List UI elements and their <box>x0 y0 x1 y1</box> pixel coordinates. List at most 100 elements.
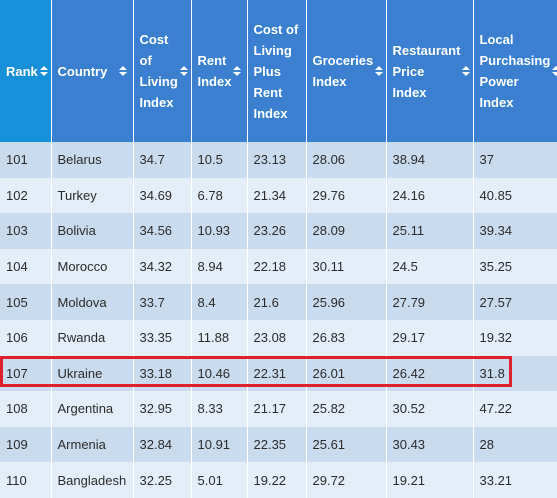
sort-icon[interactable] <box>462 66 471 76</box>
cost-of-living-cell: 34.56 <box>133 213 192 249</box>
column-header-label: Country <box>57 63 108 79</box>
rank-cell: 103 <box>0 213 52 249</box>
sort-icon[interactable] <box>179 66 188 76</box>
table-row: 103 Bolivia 34.56 10.93 23.26 28.09 25.1… <box>0 213 557 249</box>
cost-of-living-cell: 32.25 <box>133 462 192 498</box>
restaurant-cell: 26.42 <box>386 355 474 392</box>
sort-icon[interactable] <box>118 66 127 76</box>
restaurant-cell: 25.11 <box>386 213 474 249</box>
country-cell: Rwanda <box>51 319 134 356</box>
sort-icon[interactable] <box>39 66 48 76</box>
restaurant-cell: 30.52 <box>386 391 474 427</box>
rank-cell: 107 <box>0 355 52 392</box>
country-cell: Morocco <box>51 248 134 285</box>
rent-cell: 10.93 <box>191 213 248 249</box>
column-header-cost-of-living-plus-rent[interactable]: Cost of Living Plus Rent Index <box>247 0 307 142</box>
table-row: 106 Rwanda 33.35 11.88 23.08 26.83 29.17… <box>0 319 557 356</box>
restaurant-cell: 24.5 <box>386 248 474 285</box>
restaurant-cell: 29.17 <box>386 319 474 356</box>
country-cell: Armenia <box>51 426 134 463</box>
restaurant-cell: 38.94 <box>386 142 474 178</box>
column-header-restaurant-price[interactable]: Restaurant Price Index <box>386 0 474 142</box>
rent-cell: 6.78 <box>191 177 248 214</box>
purchasing-power-cell: 33.21 <box>473 462 557 498</box>
country-cell: Belarus <box>51 142 134 178</box>
country-cell: Argentina <box>51 391 134 427</box>
cost-plus-rent-cell: 23.08 <box>247 319 307 356</box>
rent-cell: 10.5 <box>191 142 248 178</box>
cost-of-living-cell: 34.32 <box>133 248 192 285</box>
groceries-cell: 29.76 <box>306 177 387 214</box>
purchasing-power-cell: 39.34 <box>473 213 557 249</box>
table-row: 108 Argentina 32.95 8.33 21.17 25.82 30.… <box>0 391 557 427</box>
column-header-label: Cost of Living Index <box>139 32 178 110</box>
column-header-local-purchasing-power[interactable]: Local Purchasing Power Index <box>473 0 557 142</box>
column-header-label: Rank <box>6 63 38 79</box>
column-header-label: Cost of Living Plus Rent Index <box>253 21 299 121</box>
cost-of-living-cell: 33.7 <box>133 284 192 320</box>
cost-plus-rent-cell: 22.18 <box>247 248 307 285</box>
column-header-country[interactable]: Country <box>51 0 134 142</box>
sort-icon[interactable] <box>375 66 384 76</box>
cost-of-living-cell: 32.84 <box>133 426 192 463</box>
groceries-cell: 28.09 <box>306 213 387 249</box>
table-row: 109 Armenia 32.84 10.91 22.35 25.61 30.4… <box>0 426 557 463</box>
rank-cell: 104 <box>0 248 52 285</box>
purchasing-power-cell: 28 <box>473 426 557 463</box>
column-header-groceries[interactable]: Groceries Index <box>306 0 387 142</box>
groceries-cell: 25.82 <box>306 391 387 427</box>
purchasing-power-cell: 19.32 <box>473 319 557 356</box>
country-cell: Bolivia <box>51 213 134 249</box>
cost-plus-rent-cell: 19.22 <box>247 462 307 498</box>
column-header-rank[interactable]: Rank <box>0 0 52 142</box>
column-header-label: Restaurant Price Index <box>392 42 461 100</box>
cost-plus-rent-cell: 22.31 <box>247 355 307 392</box>
restaurant-cell: 30.43 <box>386 426 474 463</box>
rank-cell: 102 <box>0 177 52 214</box>
cost-plus-rent-cell: 21.6 <box>247 284 307 320</box>
rank-cell: 101 <box>0 142 52 178</box>
column-header-label: Groceries Index <box>312 53 374 89</box>
rent-cell: 8.4 <box>191 284 248 320</box>
table-row: 105 Moldova 33.7 8.4 21.6 25.96 27.79 27… <box>0 284 557 320</box>
groceries-cell: 25.96 <box>306 284 387 320</box>
cost-of-living-cell: 34.69 <box>133 177 192 214</box>
table-row: 101 Belarus 34.7 10.5 23.13 28.06 38.94 … <box>0 142 557 178</box>
sort-icon[interactable] <box>552 66 557 76</box>
column-header-cost-of-living[interactable]: Cost of Living Index <box>133 0 192 142</box>
rent-cell: 5.01 <box>191 462 248 498</box>
restaurant-cell: 19.21 <box>386 462 474 498</box>
cost-of-living-cell: 32.95 <box>133 391 192 427</box>
purchasing-power-cell: 47.22 <box>473 391 557 427</box>
cost-plus-rent-cell: 22.35 <box>247 426 307 463</box>
rank-cell: 108 <box>0 391 52 427</box>
country-cell: Ukraine <box>51 355 134 392</box>
rent-cell: 10.91 <box>191 426 248 463</box>
country-cell: Bangladesh <box>51 462 134 498</box>
groceries-cell: 26.01 <box>306 355 387 392</box>
cost-plus-rent-cell: 21.34 <box>247 177 307 214</box>
purchasing-power-cell: 37 <box>473 142 557 178</box>
groceries-cell: 26.83 <box>306 319 387 356</box>
restaurant-cell: 27.79 <box>386 284 474 320</box>
rank-cell: 106 <box>0 319 52 356</box>
rent-cell: 11.88 <box>191 319 248 356</box>
table-row: 104 Morocco 34.32 8.94 22.18 30.11 24.5 … <box>0 248 557 285</box>
table-row-highlighted: 107 Ukraine 33.18 10.46 22.31 26.01 26.4… <box>0 355 557 392</box>
rank-cell: 105 <box>0 284 52 320</box>
country-cell: Moldova <box>51 284 134 320</box>
table-row: 102 Turkey 34.69 6.78 21.34 29.76 24.16 … <box>0 177 557 214</box>
sort-icon[interactable] <box>233 66 242 76</box>
header-row: Rank Country Cost of Living Index Rent I… <box>0 0 557 142</box>
rank-cell: 109 <box>0 426 52 463</box>
cost-plus-rent-cell: 23.26 <box>247 213 307 249</box>
column-header-rent[interactable]: Rent Index <box>191 0 248 142</box>
cost-plus-rent-cell: 23.13 <box>247 142 307 178</box>
table-row: 110 Bangladesh 32.25 5.01 19.22 29.72 19… <box>0 462 557 498</box>
cost-of-living-cell: 33.18 <box>133 355 192 392</box>
cost-of-living-cell: 34.7 <box>133 142 192 178</box>
rank-cell: 110 <box>0 462 52 498</box>
rent-cell: 8.94 <box>191 248 248 285</box>
